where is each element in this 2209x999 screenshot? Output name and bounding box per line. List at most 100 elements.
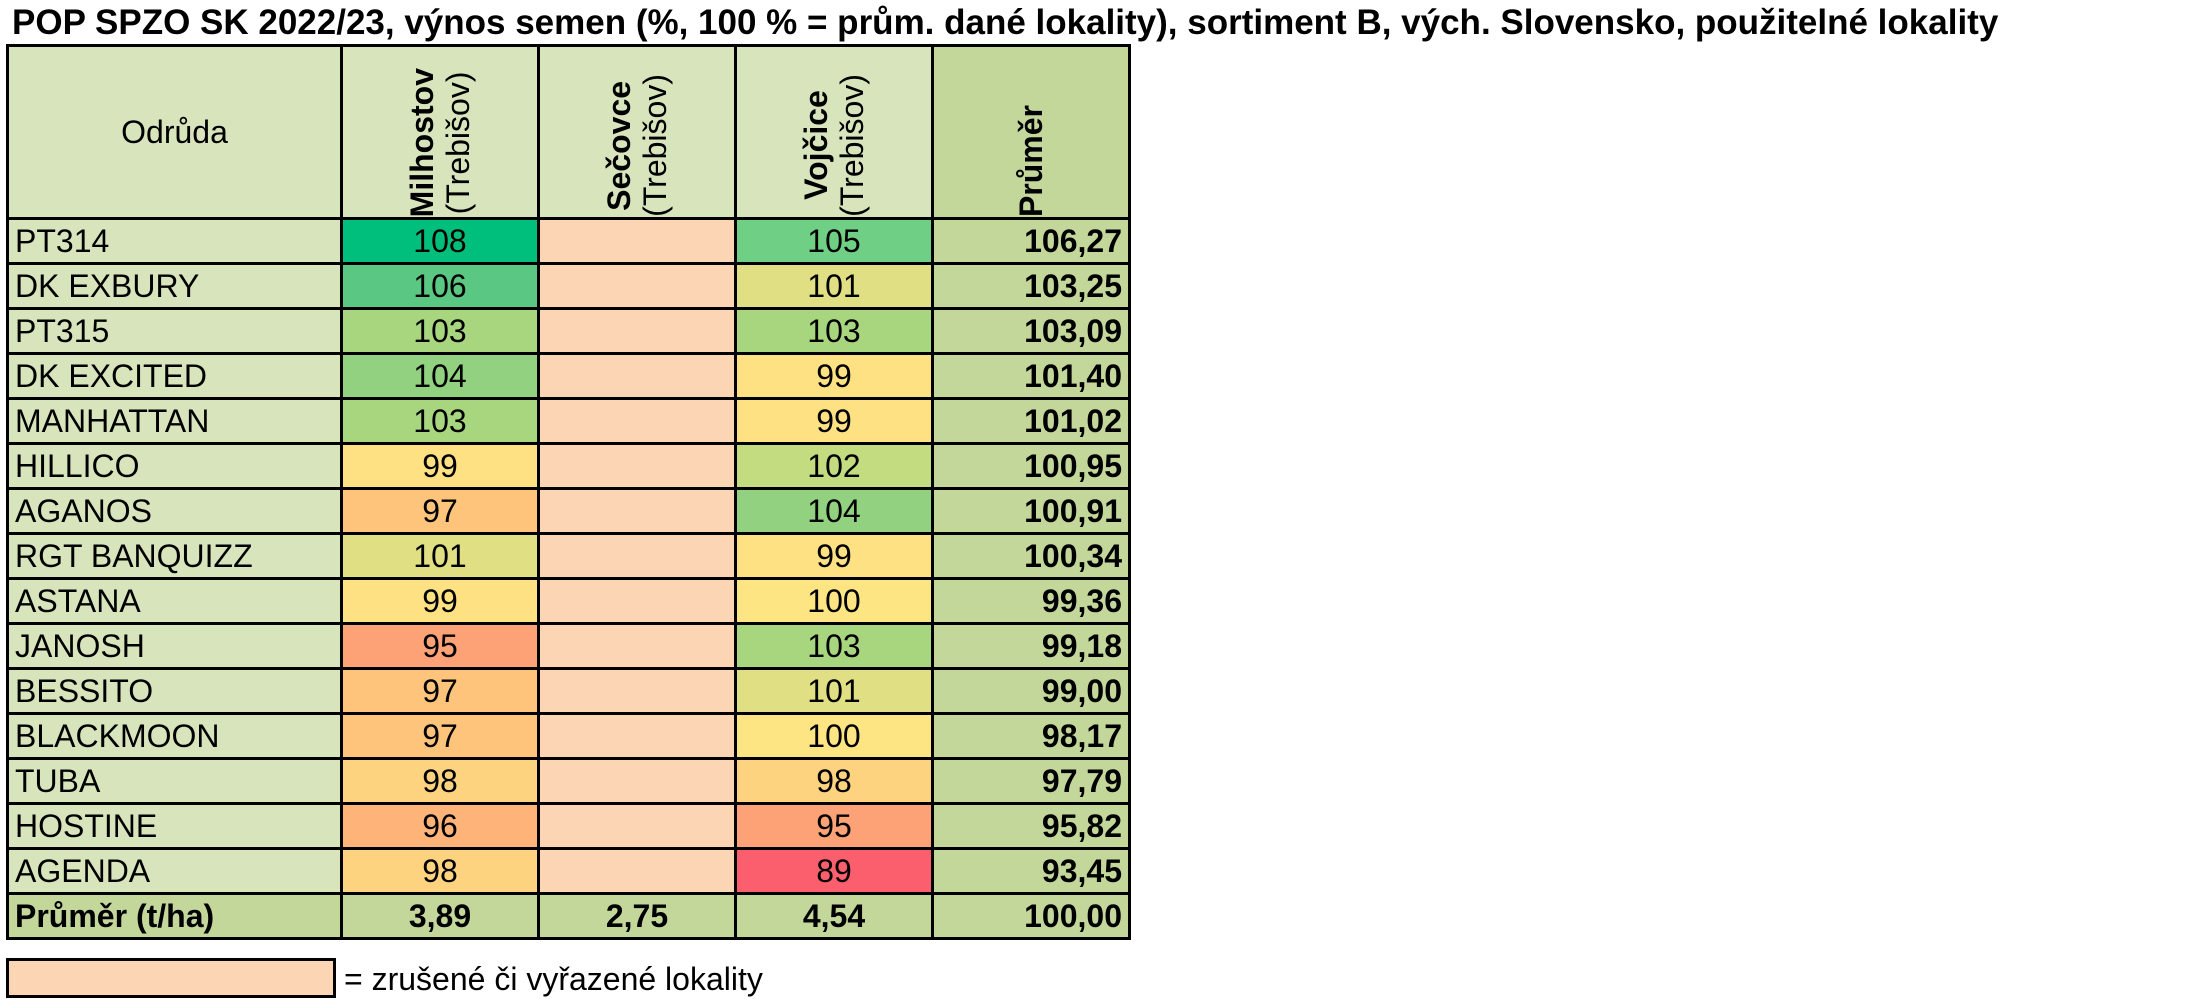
value-cell: [537, 487, 737, 535]
average-cell: 100,95: [931, 442, 1131, 490]
location-district: (Trebišov): [637, 74, 673, 217]
footer-label: Průměr (t/ha): [6, 892, 343, 940]
average-cell: 97,79: [931, 757, 1131, 805]
variety-cell: BLACKMOON: [6, 712, 343, 760]
value-cell: 108: [340, 217, 540, 265]
chart-title: POP SPZO SK 2022/23, výnos semen (%, 100…: [12, 3, 1999, 42]
location-name: Vojčice: [798, 90, 834, 201]
variety-cell: HOSTINE: [6, 802, 343, 850]
average-cell: 103,09: [931, 307, 1131, 355]
average-cell: 106,27: [931, 217, 1131, 265]
average-cell: 95,82: [931, 802, 1131, 850]
average-cell: 99,00: [931, 667, 1131, 715]
average-cell: 103,25: [931, 262, 1131, 310]
average-cell: 100,34: [931, 532, 1131, 580]
location-district: (Trebišov): [440, 70, 476, 214]
variety-cell: HILLICO: [6, 442, 343, 490]
variety-cell: PT314: [6, 217, 343, 265]
legend-swatch: [6, 958, 336, 998]
table-row: JANOSH 95 103 99,18: [6, 622, 1131, 670]
average-cell: 98,17: [931, 712, 1131, 760]
value-cell: 95: [734, 802, 934, 850]
value-cell: [537, 577, 737, 625]
average-cell: 100,91: [931, 487, 1131, 535]
value-cell: 103: [340, 307, 540, 355]
value-cell: 105: [734, 217, 934, 265]
value-cell: [537, 352, 737, 400]
value-cell: [537, 802, 737, 850]
value-cell: 99: [340, 442, 540, 490]
value-cell: [537, 262, 737, 310]
average-cell: 99,36: [931, 577, 1131, 625]
value-cell: [537, 397, 737, 445]
value-cell: 99: [734, 352, 934, 400]
table-row: MANHATTAN 103 99 101,02: [6, 397, 1131, 445]
table-row: HOSTINE 96 95 95,82: [6, 802, 1131, 850]
table-row: AGENDA 98 89 93,45: [6, 847, 1131, 895]
legend-text: = zrušené či vyřazené lokality: [344, 961, 763, 997]
average-cell: 101,40: [931, 352, 1131, 400]
value-cell: [537, 757, 737, 805]
value-cell: 98: [734, 757, 934, 805]
table-row: TUBA 98 98 97,79: [6, 757, 1131, 805]
average-cell: 99,18: [931, 622, 1131, 670]
variety-cell: AGENDA: [6, 847, 343, 895]
value-cell: [537, 442, 737, 490]
value-cell: 97: [340, 667, 540, 715]
value-cell: [537, 712, 737, 760]
footer-value-cell: 2,75: [537, 892, 737, 940]
variety-cell: AGANOS: [6, 487, 343, 535]
location-name: Sečovce: [601, 80, 637, 211]
footer-value-cell: 4,54: [734, 892, 934, 940]
value-cell: 104: [340, 352, 540, 400]
value-cell: 98: [340, 847, 540, 895]
value-cell: [537, 217, 737, 265]
value-cell: 103: [734, 622, 934, 670]
variety-cell: PT315: [6, 307, 343, 355]
value-cell: 100: [734, 577, 934, 625]
value-cell: [537, 307, 737, 355]
location-header-milhostov: Milhostov (Trebišov): [340, 44, 540, 220]
location-header-secovce: Sečovce (Trebišov): [537, 44, 737, 220]
value-cell: 103: [340, 397, 540, 445]
value-cell: 96: [340, 802, 540, 850]
value-cell: 103: [734, 307, 934, 355]
table-row: BESSITO 97 101 99,00: [6, 667, 1131, 715]
location-header-vojcice: Vojčice (Trebišov): [734, 44, 934, 220]
variety-cell: MANHATTAN: [6, 397, 343, 445]
table-body: PT314 108 105 106,27 DK EXBURY 106 101 103,25 PT…: [6, 217, 1131, 940]
variety-cell: TUBA: [6, 757, 343, 805]
value-cell: 89: [734, 847, 934, 895]
variety-cell: DK EXBURY: [6, 262, 343, 310]
table-row: RGT BANQUIZZ 101 99 100,34: [6, 532, 1131, 580]
footer-row: Průměr (t/ha) 3,89 2,75 4,54 100,00: [6, 892, 1131, 940]
value-cell: 101: [734, 667, 934, 715]
value-cell: [537, 667, 737, 715]
table-row: AGANOS 97 104 100,91: [6, 487, 1131, 535]
table-row: PT315 103 103 103,09: [6, 307, 1131, 355]
variety-cell: DK EXCITED: [6, 352, 343, 400]
value-cell: 106: [340, 262, 540, 310]
value-cell: 97: [340, 712, 540, 760]
value-cell: [537, 847, 737, 895]
table-row: DK EXBURY 106 101 103,25: [6, 262, 1131, 310]
value-cell: 101: [340, 532, 540, 580]
footer-average-cell: 100,00: [931, 892, 1131, 940]
value-cell: [537, 532, 737, 580]
value-cell: 99: [734, 532, 934, 580]
value-cell: 102: [734, 442, 934, 490]
table-row: DK EXCITED 104 99 101,40: [6, 352, 1131, 400]
value-cell: 95: [340, 622, 540, 670]
variety-cell: RGT BANQUIZZ: [6, 532, 343, 580]
average-header-label: Průměr: [1013, 104, 1049, 217]
value-cell: 100: [734, 712, 934, 760]
location-district: (Trebišov): [834, 74, 870, 217]
value-cell: 104: [734, 487, 934, 535]
yield-table: Odrůda Milhostov (Trebišov) Sečovce (Tre…: [6, 44, 1131, 940]
table-row: PT314 108 105 106,27: [6, 217, 1131, 265]
table-row: ASTANA 99 100 99,36: [6, 577, 1131, 625]
table-row: HILLICO 99 102 100,95: [6, 442, 1131, 490]
variety-header: Odrůda: [6, 44, 343, 220]
value-cell: 97: [340, 487, 540, 535]
header-row: Odrůda Milhostov (Trebišov) Sečovce (Tre…: [6, 44, 1131, 220]
